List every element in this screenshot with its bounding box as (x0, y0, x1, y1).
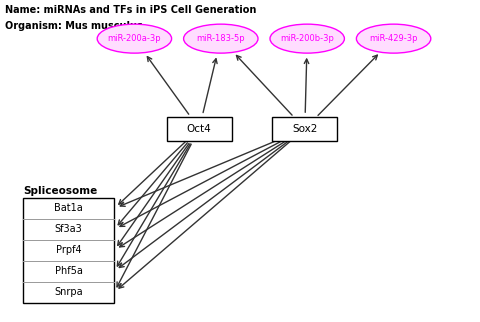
Ellipse shape (356, 24, 431, 53)
Text: Oct4: Oct4 (187, 124, 212, 134)
Text: miR-183-5p: miR-183-5p (196, 34, 245, 43)
FancyBboxPatch shape (167, 117, 231, 141)
Text: Sox2: Sox2 (292, 124, 317, 134)
Ellipse shape (184, 24, 258, 53)
Text: Phf5a: Phf5a (55, 266, 83, 276)
Text: Bat1a: Bat1a (54, 204, 83, 213)
Text: Sf3a3: Sf3a3 (55, 224, 83, 234)
Text: Name: miRNAs and TFs in iPS Cell Generation: Name: miRNAs and TFs in iPS Cell Generat… (5, 5, 256, 15)
Text: miR-200b-3p: miR-200b-3p (280, 34, 334, 43)
Text: Spliceosome: Spliceosome (23, 186, 97, 196)
Text: miR-200a-3p: miR-200a-3p (108, 34, 161, 43)
Text: miR-429-3p: miR-429-3p (369, 34, 418, 43)
FancyBboxPatch shape (272, 117, 337, 141)
Text: Snrpa: Snrpa (54, 287, 83, 297)
Text: Organism: Mus musculus: Organism: Mus musculus (5, 21, 143, 31)
Ellipse shape (270, 24, 344, 53)
FancyBboxPatch shape (23, 198, 114, 303)
Text: Prpf4: Prpf4 (56, 245, 82, 255)
Ellipse shape (97, 24, 172, 53)
